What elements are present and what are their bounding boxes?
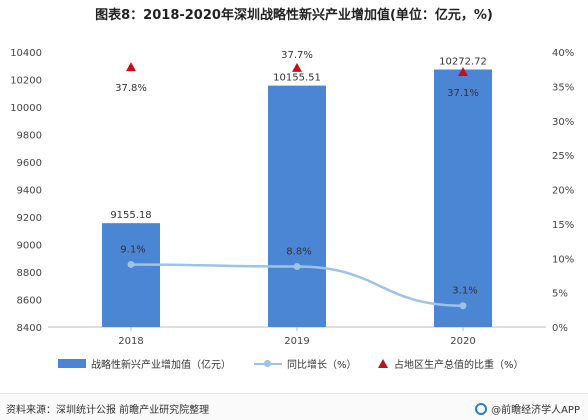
- y-left-tick-label: 9600: [17, 158, 42, 169]
- legend-label-value: 战略性新兴产业增加值（亿元）: [91, 360, 231, 371]
- share-value-label: 37.7%: [281, 50, 313, 61]
- legend: 战略性新兴产业增加值（亿元） 同比增长（%） 占地区生产总值的比重（%）: [0, 356, 588, 374]
- brand-logo-icon: [475, 402, 488, 415]
- legend-item-share: 占地区生产总值的比重（%）: [378, 356, 524, 371]
- source-note: 资料来源：深圳统计公报 前瞻产业研究院整理: [6, 405, 210, 416]
- y-right-tick-label: 0%: [552, 323, 568, 334]
- bar-value-label: 10155.51: [273, 73, 321, 84]
- y-right-tick-label: 25%: [552, 151, 574, 162]
- y-left-tick-label: 8800: [17, 268, 42, 279]
- growth-point: [293, 263, 301, 270]
- legend-line-swatch: [254, 359, 282, 368]
- y-left-tick-label: 10000: [10, 103, 42, 114]
- chart-title: 图表8：2018-2020年深圳战略性新兴产业增加值(单位：亿元，%): [95, 8, 493, 23]
- y-right-tick-label: 15%: [552, 220, 574, 231]
- bar: [102, 223, 160, 327]
- legend-item-value: 战略性新兴产业增加值（亿元）: [58, 356, 231, 371]
- y-right-tick-label: 20%: [552, 186, 574, 197]
- growth-value-label: 3.1%: [452, 286, 477, 297]
- footer: 资料来源：深圳统计公报 前瞻产业研究院整理 @前瞻经济学人APP: [0, 393, 588, 420]
- y-left-tick-label: 9200: [17, 213, 42, 224]
- legend-label-growth: 同比增长（%）: [287, 360, 357, 371]
- growth-point: [127, 260, 135, 268]
- brand: @前瞻经济学人APP: [475, 401, 580, 416]
- y-right-tick-label: 10%: [552, 254, 574, 265]
- combo-chart: 8400 8600 8800 9000 9200 9400 9600 9800 10000 102…: [10, 48, 574, 347]
- y-left-tick-label: 9000: [17, 241, 42, 252]
- y-right-tick-label: 30%: [552, 117, 574, 128]
- legend-label-share: 占地区生产总值的比重（%）: [394, 360, 524, 371]
- y-right-tick-label: 5%: [552, 289, 568, 300]
- x-tick-label: 2019: [284, 336, 309, 347]
- y-right-tick-label: 40%: [552, 48, 574, 59]
- y-left-tick-label: 9400: [17, 186, 42, 197]
- y-left-tick-label: 8600: [17, 296, 42, 307]
- share-marker: [126, 62, 136, 72]
- y-left-tick-label: 10400: [10, 48, 42, 59]
- share-marker: [458, 66, 468, 76]
- bar-value-label: 10272.72: [439, 57, 487, 68]
- growth-value-label: 9.1%: [120, 244, 145, 255]
- share-value-label: 37.8%: [115, 83, 147, 94]
- x-tick-label: 2018: [118, 336, 143, 347]
- y-left-tick-label: 9800: [17, 131, 42, 142]
- share-marker: [292, 62, 302, 72]
- legend-item-growth: 同比增长（%）: [254, 356, 357, 371]
- x-tick-label: 2020: [450, 336, 475, 347]
- growth-value-label: 8.8%: [286, 247, 311, 258]
- legend-triangle-swatch: [378, 359, 388, 368]
- bar: [434, 69, 492, 327]
- share-value-label: 37.1%: [447, 88, 479, 99]
- growth-point: [459, 302, 467, 310]
- brand-text: @前瞻经济学人APP: [491, 405, 580, 416]
- bar-value-label: 9155.18: [110, 210, 151, 221]
- bar: [268, 85, 326, 328]
- y-left-tick-label: 8400: [17, 323, 42, 334]
- y-right-tick-label: 35%: [552, 82, 574, 93]
- y-left-tick-label: 10200: [10, 76, 42, 87]
- legend-bar-swatch: [58, 359, 86, 368]
